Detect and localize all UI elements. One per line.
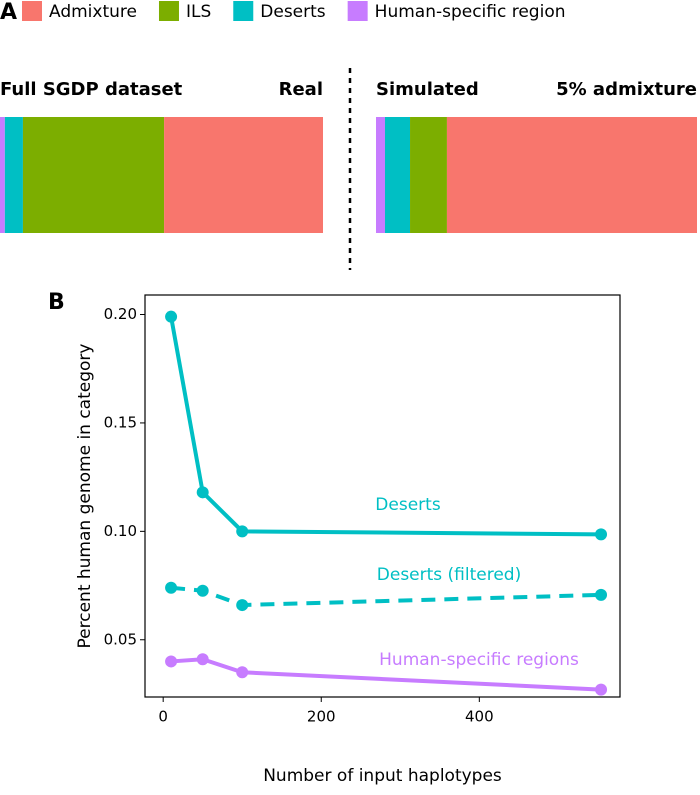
bar-segment: [22, 117, 165, 233]
bar-segment: [4, 117, 23, 233]
bar-label: 5% admixture: [556, 79, 697, 100]
bar-title: Full SGDP dataset: [0, 79, 183, 100]
point: [196, 486, 209, 499]
point: [236, 599, 249, 612]
y-tick-label: 0.05: [104, 630, 137, 648]
legend-swatch: [233, 1, 254, 21]
y-axis-title: Percent human genome in category: [75, 344, 95, 649]
point: [196, 584, 209, 597]
bar-segment: [384, 117, 411, 233]
legend-label: ILS: [186, 2, 211, 22]
series-label: Human-specific regions: [379, 650, 579, 670]
x-axis-title: Number of input haplotypes: [263, 766, 502, 786]
legend-label: Admixture: [49, 2, 137, 22]
point: [165, 581, 178, 594]
point: [196, 653, 209, 666]
series-line: [170, 585, 602, 608]
x-tick-label: 0: [158, 708, 168, 726]
series-line: [170, 657, 602, 692]
point: [595, 588, 608, 601]
x-tick-label: 400: [465, 708, 494, 726]
legend-swatch: [22, 1, 42, 21]
bar-segment: [0, 117, 5, 233]
point: [595, 528, 608, 541]
bar-title: Simulated: [376, 79, 479, 100]
legend-swatch: [158, 1, 179, 21]
plot-frame: [144, 294, 621, 698]
legend-label: Deserts: [260, 2, 326, 22]
series-label: Deserts: [375, 495, 441, 515]
bar-segment: [410, 117, 447, 233]
point: [595, 683, 608, 696]
point: [236, 666, 249, 679]
y-tick-label: 0.20: [104, 305, 137, 323]
y-tick-label: 0.15: [104, 413, 137, 431]
bar-segment: [164, 117, 323, 233]
bar-segment: [446, 117, 697, 233]
point: [165, 655, 178, 668]
legend-label: Human-specific region: [375, 2, 566, 22]
point: [165, 310, 178, 323]
panel-label: A: [0, 0, 17, 25]
bar-segment: [376, 117, 385, 233]
legend-swatch: [347, 1, 368, 21]
y-tick-label: 0.10: [104, 522, 137, 540]
bar-label: Real: [279, 79, 323, 100]
panel-label: B: [48, 290, 65, 315]
series-line: [169, 316, 602, 537]
series-label: Deserts (filtered): [377, 565, 521, 585]
x-tick-label: 200: [307, 708, 336, 726]
point: [236, 525, 249, 538]
